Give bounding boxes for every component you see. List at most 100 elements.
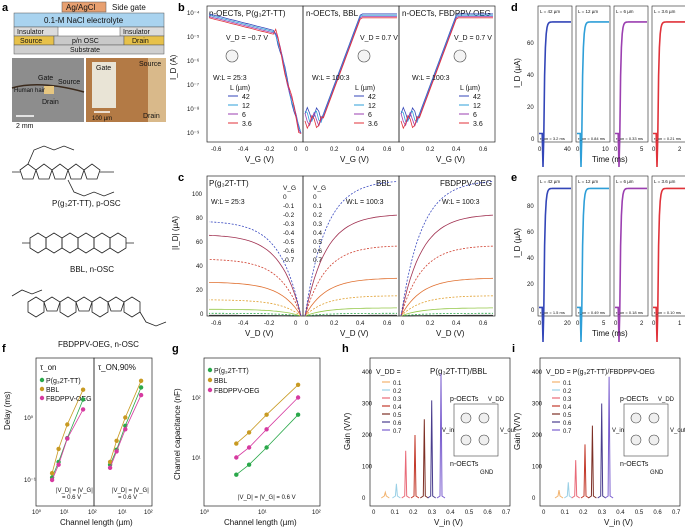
c-output-curve: [209, 312, 302, 317]
c-frame-3: [398, 175, 496, 317]
c-output-curve: [209, 314, 302, 317]
d-panels-length-label: L = 12 µm: [578, 9, 598, 14]
h-ytick: 300: [362, 402, 373, 408]
g-legend: P(g₃2T-TT) BBL FBDPPV-OEG: [207, 367, 260, 395]
e-ylabel: I_D (µA): [513, 228, 522, 258]
c-y-ticks: 100 80 60 40 20 0: [192, 192, 204, 318]
h-gain-peak: [410, 434, 420, 499]
panel-e: e I_D (µA) 0 20 40 60 80 L = 42 µmτ_on =…: [511, 172, 685, 343]
f-plot-line: [109, 380, 142, 463]
h-circuit-n: n-OECTs: [450, 461, 479, 468]
c-xtick: 0.4: [356, 321, 365, 327]
photo-hair-label: Human hair: [14, 88, 45, 94]
d-panels-length-label: L = 6 µm: [616, 9, 634, 14]
b-wl-1: W:L = 25:3: [213, 75, 247, 82]
b-xtick: 0: [401, 147, 405, 153]
f-plot-marker: [80, 407, 86, 412]
b-xtick: 0.6: [383, 147, 392, 153]
e-panels-xtick: 20: [564, 321, 571, 327]
panel-letter-i: i: [512, 343, 515, 355]
device-spot: [44, 86, 54, 94]
h-transistor-icon: [478, 434, 490, 446]
e-panels-frame: [651, 175, 685, 317]
f-xtick: 10²: [88, 510, 97, 516]
drain-label: Drain: [132, 38, 149, 45]
c-ylabel: |I_D| (µA): [171, 216, 180, 250]
panel-b: b I_D (A) 10⁻⁴ 10⁻⁵ 10⁻⁶ 10⁻⁷ 10⁻⁸ 10⁻⁹ …: [169, 2, 496, 164]
e-panels-trace: [577, 187, 609, 343]
b-vd-3: V_D = 0.7 V: [454, 35, 492, 42]
i-legend-value: 0.7: [563, 429, 572, 435]
g-legend-marker-p: [207, 367, 213, 373]
d-ylabel: I_D (µA): [513, 58, 522, 88]
d-panels-frame: [613, 5, 649, 143]
c-wl-2: W:L = 100:3: [346, 199, 384, 206]
c-vg-label-n: 0.1: [313, 203, 322, 210]
f-plot-marker: [123, 415, 128, 420]
b-vd-1: V_D = −0.7 V: [226, 35, 268, 42]
b-xtick: 0: [305, 147, 309, 153]
h-gain-peak: [392, 483, 401, 499]
c-ytick: 100: [192, 192, 203, 198]
h-gain-peak: [420, 419, 429, 499]
i-ylabel: Gain (V/V): [513, 412, 522, 450]
c-xlabel-3: V_D (V): [436, 329, 465, 338]
c-output-curve: [400, 312, 493, 317]
b-device-icon-3: [453, 49, 467, 63]
e-panels-tau-label: τ_on = 1.5 ms: [540, 310, 565, 315]
d-panels-xtick: 0: [538, 147, 542, 153]
panel-letter-e: e: [511, 172, 517, 184]
i-gain-peak: [597, 403, 606, 499]
e-ytick: 60: [527, 230, 534, 236]
panel-letter-f: f: [2, 343, 6, 355]
g-plot-marker: [264, 427, 269, 432]
b-ytick: 10⁻⁹: [187, 130, 200, 137]
molecule-bbl-label: BBL, n-OSC: [70, 265, 114, 274]
f-plot-line: [109, 394, 142, 468]
i-circuit-vdd: V_DD: [658, 397, 675, 403]
i-circuit-vout: V_out: [670, 428, 685, 434]
panel-letter-h: h: [342, 343, 349, 355]
h-legend: 0.1 0.2 0.3 0.4 0.5 0.6 0.7: [382, 381, 402, 435]
d-panels-trace: [577, 21, 609, 168]
h-xtick: 0.6: [483, 510, 492, 516]
c-output-curve: [304, 181, 398, 317]
h-legend-value: 0.6: [393, 421, 402, 427]
i-ytick: 300: [532, 402, 543, 408]
b-legend-value: 12: [242, 103, 250, 110]
b-legend-value: 6: [368, 112, 372, 119]
g-xtick: 10⁰: [200, 509, 210, 516]
i-xtick: 0.6: [653, 510, 662, 516]
d-panels-tau-label: τ_on = 0.21 ms: [654, 136, 681, 141]
h-xtick: 0.2: [409, 510, 418, 516]
d-panels-trace: [539, 21, 571, 168]
f-plot-marker: [56, 462, 61, 467]
b-xtick: 0.4: [452, 147, 461, 153]
photo-drain-label: Drain: [42, 99, 59, 106]
c-ytick: 60: [196, 240, 203, 246]
h-xtick: 0: [372, 510, 376, 516]
b-title-1: p-OECTs, P(g₃2T-TT): [209, 9, 286, 18]
f-xtick: 10⁰: [32, 509, 42, 516]
i-gain-peak: [554, 490, 564, 499]
side-gate-label: Side gate: [112, 3, 146, 12]
micro-source-label: Source: [139, 61, 161, 68]
c-vg-label-p: -0.6: [283, 248, 295, 255]
f-frame-2: [93, 357, 153, 507]
c-curves: [208, 181, 494, 317]
h-frame: [369, 357, 511, 507]
f-legend-marker-fbd: [39, 395, 45, 401]
b-legend-value: 42: [242, 94, 250, 101]
h-xtick: 0.1: [391, 510, 400, 516]
b-wl-3: W:L = 100:3: [412, 75, 450, 82]
h-transistor-icon: [478, 412, 490, 424]
h-xtick: 0.4: [446, 510, 455, 516]
g-plot-marker: [234, 472, 239, 477]
h-ytick: 200: [362, 433, 373, 439]
h-legend-value: 0.4: [393, 405, 402, 411]
h-legend-value: 0.2: [393, 389, 402, 395]
h-gain-peak: [401, 450, 410, 499]
d-panels-xtick: 2: [678, 147, 682, 153]
f-plot-marker: [138, 385, 144, 390]
